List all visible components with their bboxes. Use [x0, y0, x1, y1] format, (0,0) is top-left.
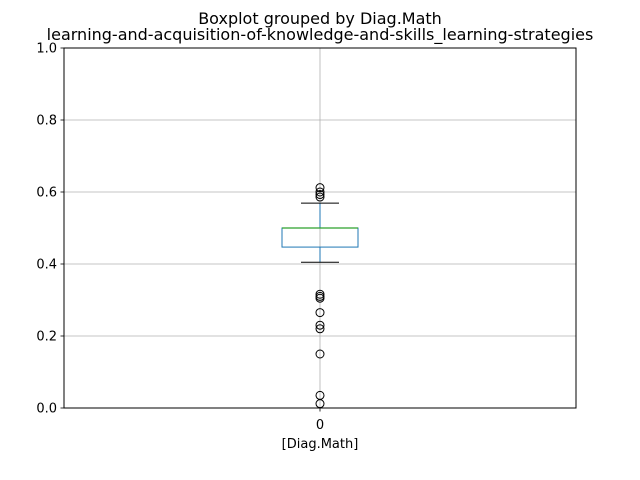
outlier-point	[315, 324, 325, 334]
x-axis-label: [Diag.Math]	[282, 437, 359, 452]
outlier-point	[315, 183, 325, 193]
y-tick-label: 0.8	[36, 114, 57, 129]
y-tick-label: 0.0	[36, 402, 57, 417]
outlier-point	[315, 187, 325, 197]
y-tick-label: 0.4	[36, 258, 57, 273]
chart-subtitle: learning-and-acquisition-of-knowledge-an…	[46, 25, 594, 44]
box-group	[281, 183, 359, 409]
outlier-point	[315, 190, 325, 200]
axes: 0.0 0.2 0.4 0.6 0.8 1.0 0	[36, 42, 324, 434]
outlier-point	[315, 289, 325, 299]
outlier-point	[315, 320, 325, 330]
chart-title: Boxplot grouped by Diag.Math	[198, 9, 442, 28]
outlier-point	[315, 293, 325, 303]
outlier-point	[315, 192, 325, 202]
outlier-point	[315, 308, 325, 318]
y-tick-label: 1.0	[36, 42, 57, 57]
boxplot-marks	[281, 183, 359, 409]
y-tick-label: 0.6	[36, 186, 57, 201]
y-tick-label: 0.2	[36, 330, 57, 345]
x-tick-label: 0	[316, 418, 324, 433]
outlier-point	[315, 349, 325, 359]
